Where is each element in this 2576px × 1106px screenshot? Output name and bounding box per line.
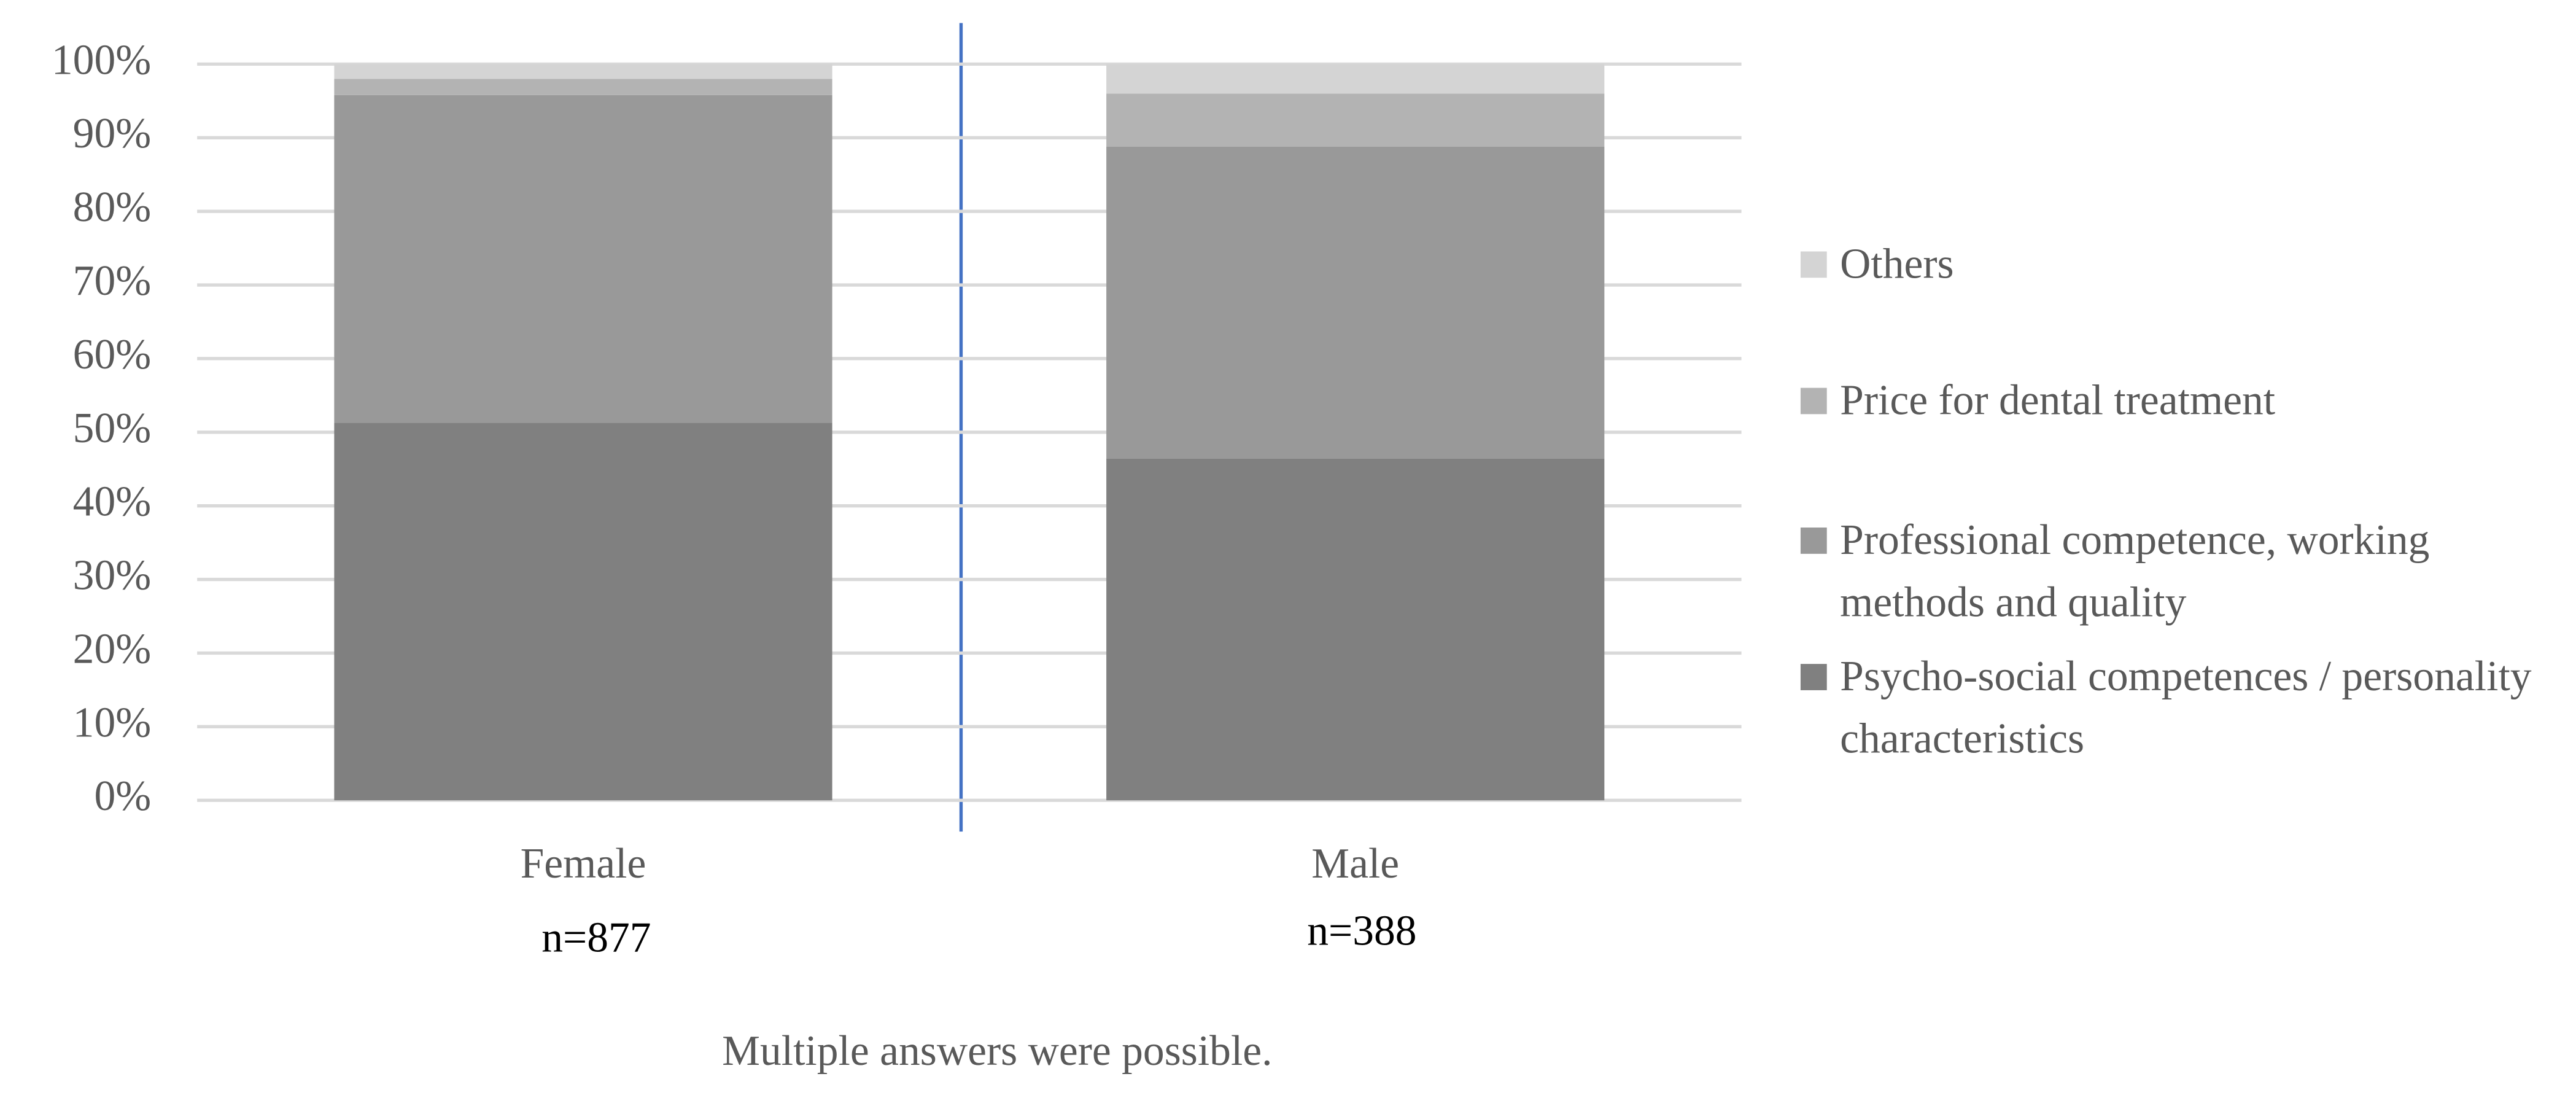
legend-swatch	[1800, 387, 1827, 415]
sample-size: n=877	[541, 914, 651, 961]
y-tick-label: 50%	[73, 405, 152, 452]
y-tick-label: 90%	[73, 110, 152, 157]
note: Multiple answers were possible.	[722, 1027, 1272, 1075]
bar-segment	[334, 64, 832, 79]
legend-swatch	[1800, 664, 1827, 690]
legend-item: Psycho-social competences / personality …	[1840, 652, 2532, 763]
x-tick-label: Female	[521, 840, 646, 887]
bar-segment	[334, 423, 832, 801]
y-tick-label: 30%	[73, 552, 152, 599]
bar-segment	[1106, 93, 1605, 147]
legend-label: Price for dental treatment	[1840, 376, 2276, 424]
bar-segment	[334, 95, 832, 423]
y-tick-label: 70%	[73, 257, 152, 305]
bar-segment	[1106, 146, 1605, 459]
legend-label: Others	[1840, 240, 1954, 288]
y-tick-label: 60%	[73, 331, 152, 378]
legend-swatch	[1800, 528, 1827, 554]
legend-item: Others	[1840, 240, 1954, 288]
bar-segment	[1106, 64, 1605, 94]
y-tick-label: 20%	[73, 625, 152, 672]
legend-item: Professional competence, working methods…	[1840, 516, 2430, 626]
y-tick-label: 100%	[52, 36, 151, 84]
bar-segment	[1106, 458, 1605, 801]
y-tick-label: 40%	[73, 478, 152, 526]
legend-label: Professional competence, working methods…	[1840, 516, 2430, 626]
y-tick-label: 10%	[73, 699, 152, 746]
legend-item: Price for dental treatment	[1840, 376, 2276, 424]
y-tick-label: 80%	[73, 184, 152, 231]
bar-segment	[334, 79, 832, 95]
sample-size: n=388	[1307, 908, 1416, 955]
x-tick-label: Male	[1311, 840, 1399, 887]
legend-label: Psycho-social competences / personality …	[1840, 652, 2532, 763]
y-tick-label: 0%	[94, 773, 151, 820]
legend-swatch	[1800, 251, 1827, 278]
